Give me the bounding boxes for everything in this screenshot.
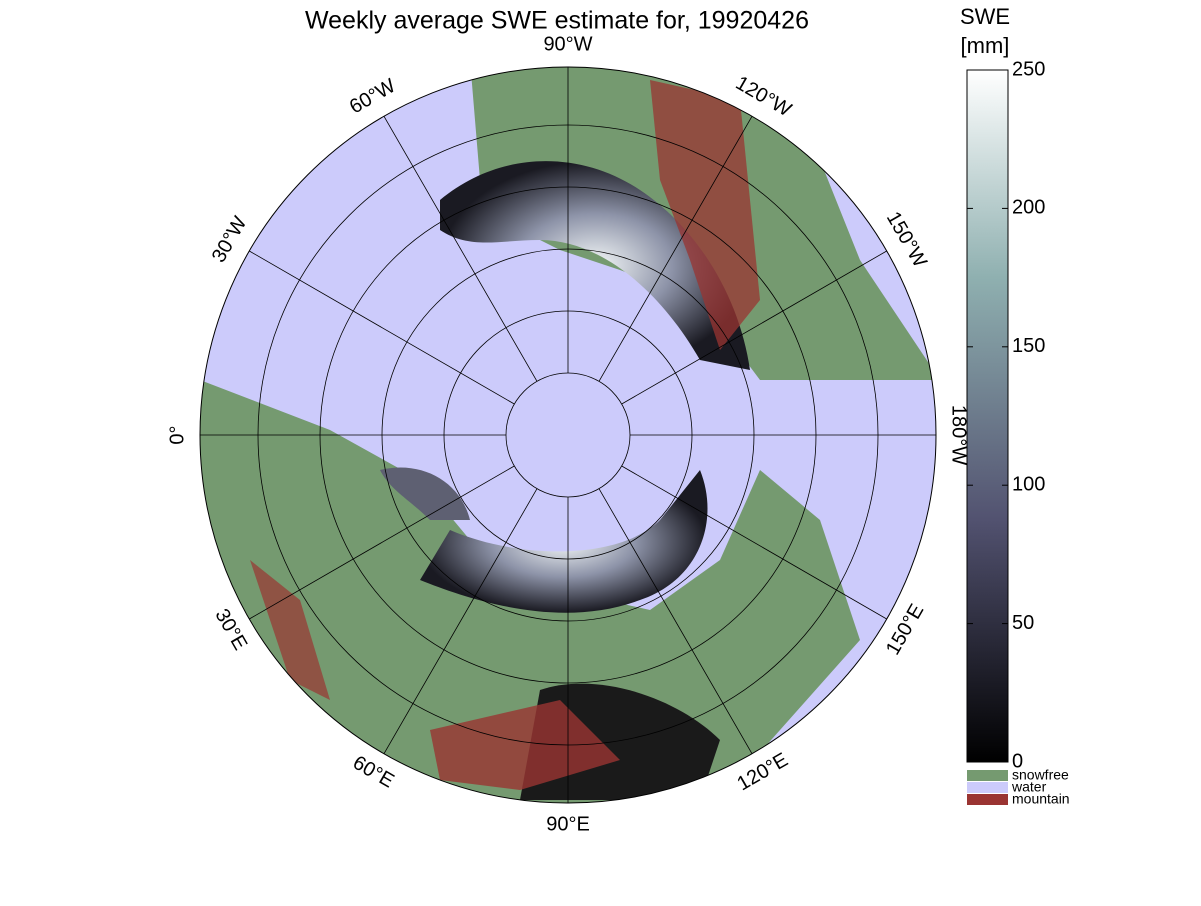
colorbar xyxy=(966,69,1009,763)
meridian xyxy=(621,465,887,620)
longitude-label: 0° xyxy=(166,425,188,444)
legend-label: snowfree xyxy=(1012,767,1069,783)
legend-swatch xyxy=(967,770,1008,781)
map-disk xyxy=(200,67,936,803)
legend-label: water xyxy=(1011,779,1047,795)
longitude-label: 90°W xyxy=(543,33,592,55)
meridian xyxy=(598,116,753,382)
meridian xyxy=(249,250,515,405)
legend-label: mountain xyxy=(1012,791,1070,807)
longitude-label: 90°E xyxy=(546,813,590,835)
map-title: Weekly average SWE estimate for, 1992042… xyxy=(305,7,809,35)
legend-swatch xyxy=(967,782,1008,793)
colorbar-tick-label: 200 xyxy=(1012,197,1045,219)
colorbar-tick-label: 100 xyxy=(1012,473,1045,495)
meridian xyxy=(598,488,753,754)
legend-swatch xyxy=(967,794,1008,805)
meridian xyxy=(383,116,538,382)
meridian xyxy=(621,250,887,405)
colorbar-tick-label: 0 xyxy=(1012,750,1023,772)
colorbar-label: SWE xyxy=(960,4,1010,29)
longitude-label: 180°W xyxy=(948,405,970,465)
colorbar-tick-label: 250 xyxy=(1012,58,1045,80)
colorbar-tick-label: 150 xyxy=(1012,335,1045,357)
map-border xyxy=(199,66,937,804)
meridian xyxy=(383,488,538,754)
colorbar-tick-label: 50 xyxy=(1012,612,1034,634)
meridian xyxy=(249,465,515,620)
colorbar-label: [mm] xyxy=(961,33,1010,58)
